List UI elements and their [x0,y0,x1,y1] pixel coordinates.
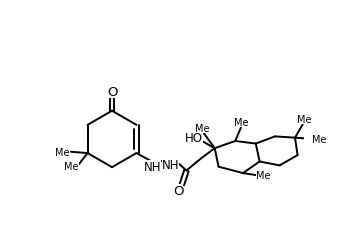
Text: Me: Me [55,147,70,157]
Text: HO: HO [185,132,203,145]
Text: O: O [173,184,183,197]
Text: Me: Me [195,123,210,133]
Text: Me: Me [297,114,311,124]
Text: Me: Me [312,134,326,144]
Text: O: O [107,86,117,99]
Text: NH: NH [162,158,179,171]
Text: Me: Me [64,161,78,171]
Text: Me: Me [256,170,271,180]
Text: Me: Me [234,117,249,127]
Text: NH: NH [144,160,161,173]
